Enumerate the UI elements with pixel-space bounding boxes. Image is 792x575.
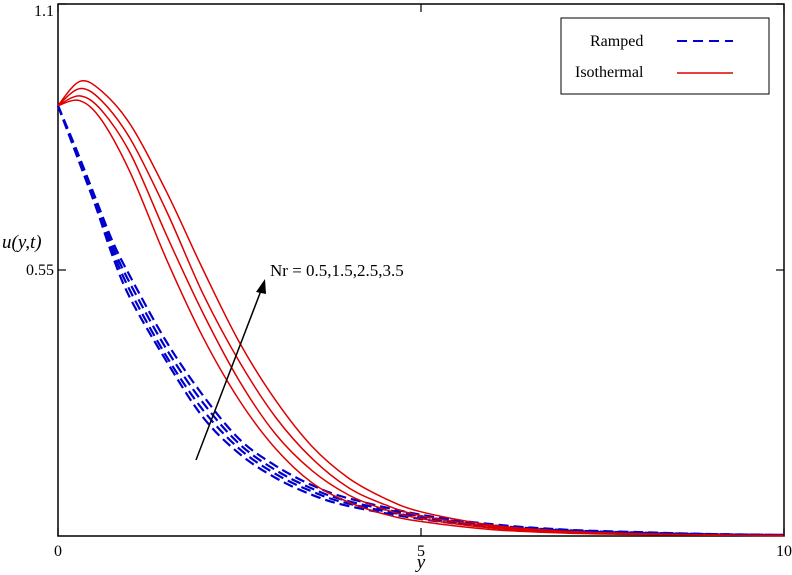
- legend-label-isothermal: Isothermal: [575, 64, 644, 81]
- nr-annotation: Nr = 0.5,1.5,2.5,3.5: [195, 261, 404, 461]
- series-line-ramped-3: [56, 105, 785, 537]
- legend-label-ramped: Ramped: [590, 33, 643, 50]
- tick-layer: 0 5 10 1.1 0.55: [26, 3, 792, 560]
- annotation-arrow-shaft: [195, 287, 263, 461]
- x-tick-label-2: 10: [776, 543, 792, 560]
- series-line-ramped-0: [56, 105, 785, 537]
- legend-box: [560, 17, 770, 95]
- series-line-isothermal-4: [57, 99, 785, 537]
- series-line-isothermal-7: [57, 80, 785, 537]
- y-tick-label-1: 0.55: [26, 262, 54, 279]
- y-axis-label: u(y,t): [2, 232, 42, 253]
- legend: Ramped Isothermal: [560, 17, 770, 95]
- x-tick-label-1: 5: [417, 543, 425, 560]
- x-tick-label-0: 0: [54, 543, 62, 560]
- annotation-arrow-head: [256, 279, 266, 294]
- series-layer: [56, 80, 785, 537]
- series-line-ramped-1: [56, 105, 785, 537]
- y-tick-label-0: 1.1: [34, 3, 54, 20]
- series-line-isothermal-6: [57, 87, 785, 537]
- series-line-ramped-2: [56, 105, 785, 537]
- annotation-text: Nr = 0.5,1.5,2.5,3.5: [270, 261, 404, 280]
- x-axis-label: y: [415, 552, 426, 573]
- series-line-isothermal-5: [57, 95, 785, 537]
